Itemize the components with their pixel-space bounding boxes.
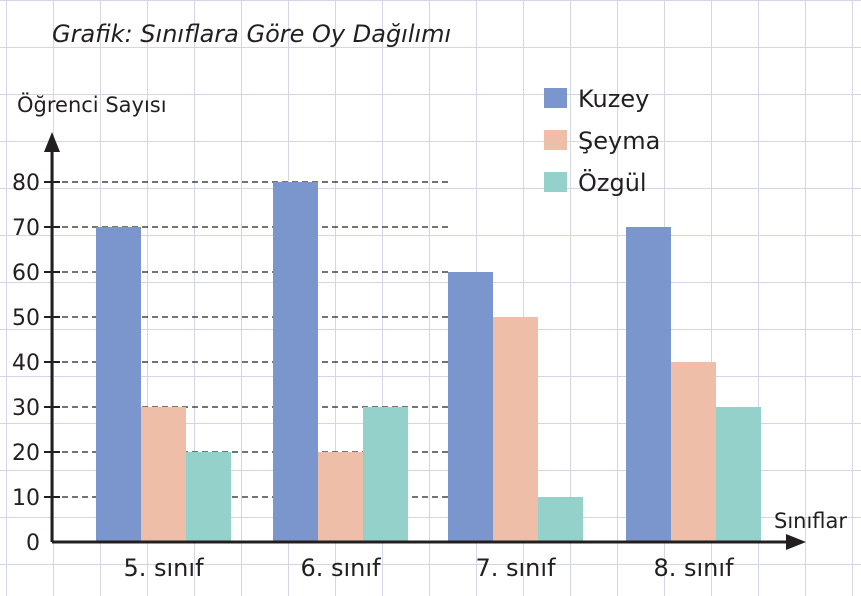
legend: Kuzey Şeyma Özgül	[544, 85, 660, 197]
y-tick-label: 60	[12, 261, 40, 286]
y-tick-label: 20	[12, 441, 40, 466]
bar	[141, 407, 186, 542]
y-tick-label: 30	[12, 396, 40, 421]
y-tick-label: 50	[12, 306, 40, 331]
bar	[671, 362, 716, 542]
axes	[44, 132, 806, 550]
chart-title: Grafik: Sınıflara Göre Oy Dağılımı	[52, 20, 451, 48]
bar	[96, 227, 141, 542]
bar	[448, 272, 493, 542]
bar	[493, 317, 538, 542]
category-label: 7. sınıf	[475, 554, 556, 582]
bars	[96, 182, 761, 542]
legend-swatch	[544, 172, 567, 192]
bar	[538, 497, 583, 542]
x-axis-label: Sınıflar	[774, 509, 847, 533]
bar	[363, 407, 408, 542]
bar	[716, 407, 761, 542]
bar	[186, 452, 231, 542]
legend-label: Şeyma	[578, 127, 660, 155]
legend-swatch	[544, 130, 567, 150]
x-axis-arrow-icon	[786, 534, 806, 550]
y-tick-label: 70	[12, 216, 40, 241]
y-tick-label: 40	[12, 351, 40, 376]
bar	[318, 452, 363, 542]
category-label: 8. sınıf	[653, 554, 734, 582]
category-label: 5. sınıf	[123, 554, 204, 582]
y-tick-labels: 0 10 20 30 40 50 60 70 80	[12, 171, 40, 556]
y-tick-label: 10	[12, 486, 40, 511]
y-tick-label: 0	[26, 531, 40, 556]
bar	[273, 182, 318, 542]
bar	[626, 227, 671, 542]
legend-label: Özgül	[578, 168, 647, 197]
y-axis-arrow-icon	[44, 132, 60, 152]
legend-label: Kuzey	[578, 85, 649, 113]
y-tick-label: 80	[12, 171, 40, 196]
legend-swatch	[544, 88, 567, 108]
category-label: 6. sınıf	[300, 554, 381, 582]
category-labels: 5. sınıf 6. sınıf 7. sınıf 8. sınıf	[123, 554, 734, 582]
y-axis-label: Öğrenci Sayısı	[17, 92, 167, 117]
